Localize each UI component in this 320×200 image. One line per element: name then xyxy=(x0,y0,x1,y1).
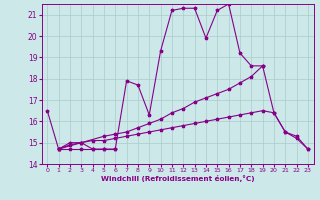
X-axis label: Windchill (Refroidissement éolien,°C): Windchill (Refroidissement éolien,°C) xyxy=(101,175,254,182)
